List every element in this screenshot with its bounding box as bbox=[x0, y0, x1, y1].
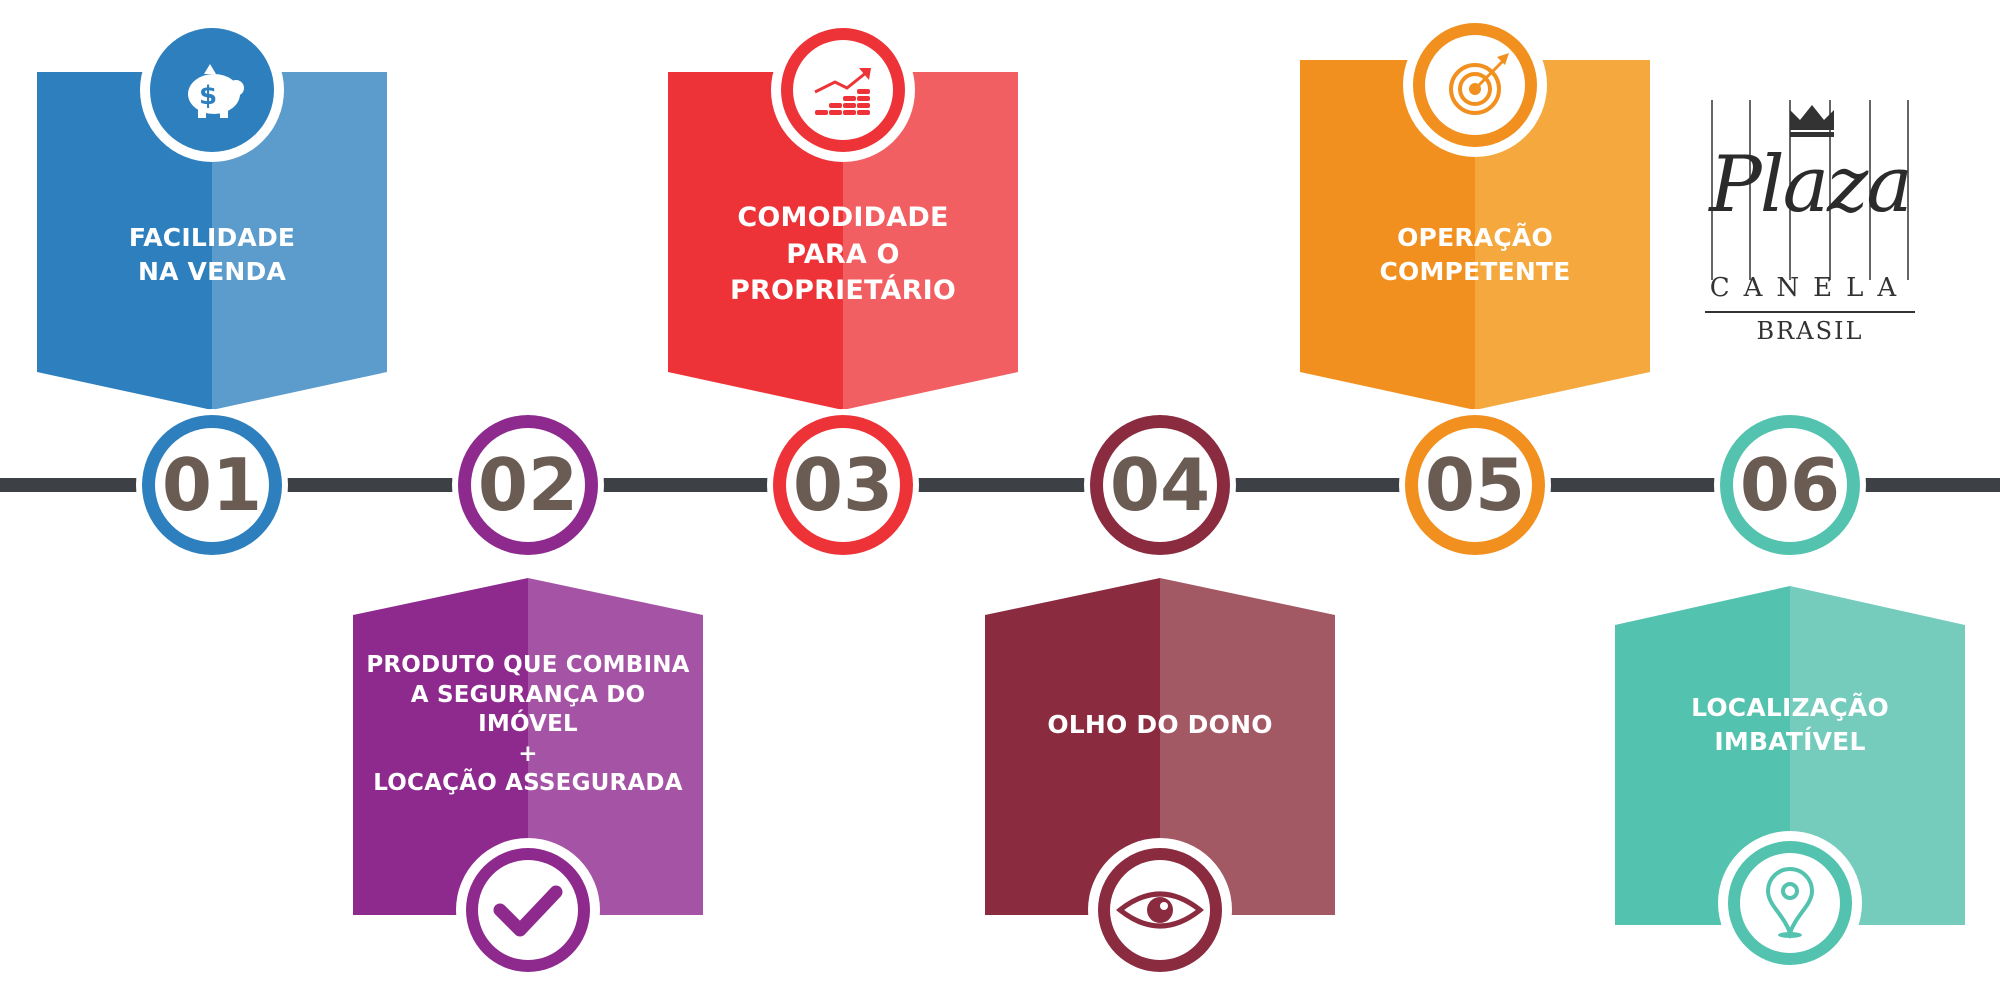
card-right-01 bbox=[212, 72, 387, 410]
step-number-06: 06 bbox=[1739, 443, 1841, 527]
logo-script: Plaza bbox=[1709, 140, 1913, 230]
step-card-05 bbox=[1300, 13, 1650, 561]
step-number-04: 04 bbox=[1109, 443, 1211, 527]
step-number-03: 03 bbox=[792, 443, 894, 527]
icon-inner-06 bbox=[1740, 853, 1840, 953]
number-disc-06 bbox=[1733, 428, 1847, 542]
step-label-01: FACILIDADE NA VENDA bbox=[37, 150, 387, 360]
step-card-02 bbox=[353, 409, 703, 982]
step-label-line: OPERAÇÃO bbox=[1397, 223, 1553, 253]
eye-icon bbox=[1115, 891, 1205, 929]
piggy-bank-icon: $ bbox=[188, 64, 244, 118]
step-label-line: LOCAÇÃO ASSEGURADA bbox=[373, 770, 683, 797]
step-label-02: PRODUTO QUE COMBINA A SEGURANÇA DO IMÓVEL +… bbox=[353, 630, 703, 820]
step-label-line: IMÓVEL bbox=[478, 711, 578, 738]
logo-divider bbox=[1705, 311, 1915, 313]
location-pin-icon bbox=[1765, 867, 1815, 940]
card-left-02 bbox=[353, 578, 528, 915]
target-icon bbox=[1449, 53, 1509, 115]
step-label-line: PARA O bbox=[786, 238, 900, 270]
step-label-04: OLHO DO DONO bbox=[985, 630, 1335, 820]
card-left-05 bbox=[1300, 60, 1475, 410]
logo-city: CANELA bbox=[1709, 273, 1911, 303]
step-label-line: A SEGURANÇA DO bbox=[410, 681, 646, 708]
step-label-06: LOCALIZAÇÃO IMBATÍVEL bbox=[1615, 630, 1965, 820]
card-left-06 bbox=[1615, 586, 1790, 925]
step-card-03 bbox=[668, 18, 1018, 561]
number-disc-03 bbox=[786, 428, 900, 542]
step-number-01: 01 bbox=[161, 443, 263, 527]
icon-inner-02 bbox=[478, 860, 578, 960]
step-card-06 bbox=[1615, 409, 1965, 975]
crown-icon bbox=[1790, 105, 1834, 137]
step-label-line: IMBATÍVEL bbox=[1714, 727, 1866, 756]
step-label-line: LOCALIZAÇÃO bbox=[1691, 693, 1889, 723]
step-card-01: $ bbox=[37, 18, 387, 561]
step-label-line: OLHO DO DONO bbox=[1047, 710, 1273, 740]
card-right-05 bbox=[1475, 60, 1650, 410]
step-label-03: COMODIDADE PARA O PROPRIETÁRIO bbox=[668, 150, 1018, 360]
number-disc-04 bbox=[1103, 428, 1217, 542]
logo-country: BRASIL bbox=[1756, 317, 1864, 345]
card-left-01 bbox=[37, 72, 212, 410]
step-label-05: OPERAÇÃO COMPETENTE bbox=[1300, 150, 1650, 360]
step-label-line: FACILIDADE bbox=[128, 223, 296, 253]
step-number-02: 02 bbox=[477, 443, 579, 527]
growth-chart-icon bbox=[814, 68, 871, 115]
step-label-line: COMODIDADE bbox=[737, 202, 949, 234]
number-disc-01 bbox=[155, 428, 269, 542]
logo-frame-lines bbox=[1711, 100, 1909, 280]
step-label-line: NA VENDA bbox=[137, 257, 287, 286]
step-label-line: PRODUTO QUE COMBINA bbox=[366, 652, 690, 679]
number-disc-05 bbox=[1418, 428, 1532, 542]
checkmark-icon bbox=[493, 885, 563, 937]
card-right-02 bbox=[528, 578, 703, 915]
card-right-06 bbox=[1790, 586, 1965, 925]
svg-text:$: $ bbox=[199, 81, 217, 111]
step-label-line: PROPRIETÁRIO bbox=[729, 275, 956, 307]
card-left-03 bbox=[668, 72, 843, 410]
step-card-04 bbox=[985, 409, 1335, 982]
plaza-canela-logo: Plaza CANELA BRASIL bbox=[1690, 95, 1930, 355]
card-right-03 bbox=[843, 72, 1018, 410]
step-label-line: + bbox=[518, 740, 538, 767]
step-label-line: COMPETENTE bbox=[1379, 257, 1571, 286]
step-number-05: 05 bbox=[1424, 443, 1526, 527]
card-left-04 bbox=[985, 578, 1160, 915]
card-right-04 bbox=[1160, 578, 1335, 915]
number-disc-02 bbox=[471, 428, 585, 542]
